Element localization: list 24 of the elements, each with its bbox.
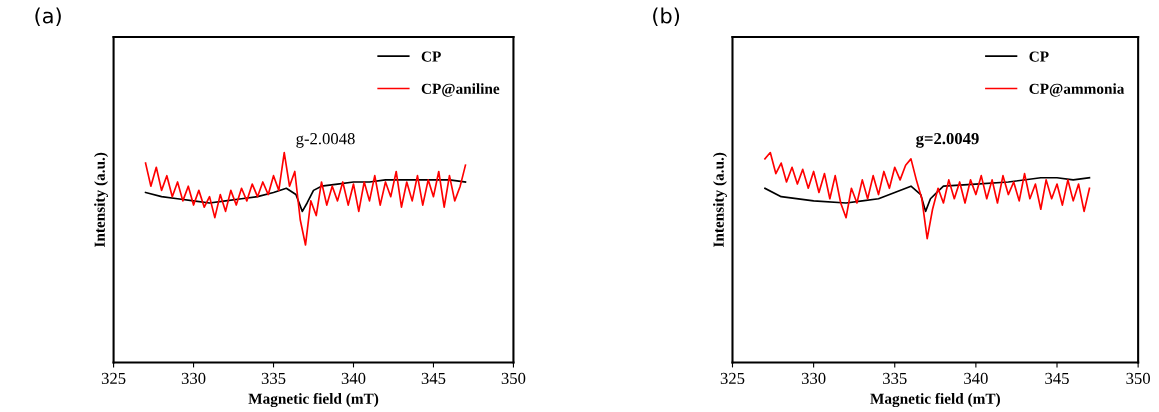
x-tick-label: 345 <box>421 372 446 385</box>
legend-label: CP <box>1029 51 1049 62</box>
x-tick-label: 335 <box>261 372 286 385</box>
text: (a) <box>35 7 61 27</box>
legend-label: CP@ammonia <box>1029 83 1125 97</box>
x-tick-label: 345 <box>1045 372 1069 385</box>
x-tick-label: 340 <box>341 372 366 385</box>
text: g-2.0048 <box>296 133 355 148</box>
x-tick-label: 325 <box>720 372 745 385</box>
y-axis-title: Intensity (a.u.) <box>94 152 109 248</box>
legend-label: CP@aniline <box>421 83 500 97</box>
x-tick-label: 325 <box>101 372 126 385</box>
y-axis-title: Intensity (a.u.) <box>713 152 727 248</box>
x-tick-label: 350 <box>1126 372 1150 385</box>
x-tick-label: 350 <box>501 372 526 385</box>
x-tick-label: 330 <box>801 372 826 385</box>
text: (b) <box>653 7 680 27</box>
x-tick-label: 335 <box>883 372 907 385</box>
x-axis-title: Magnetic field (mT) <box>248 392 379 408</box>
text: g=2.0049 <box>916 132 979 148</box>
x-tick-label: 330 <box>181 372 206 385</box>
x-axis-title: Magnetic field (mT) <box>870 392 1000 408</box>
legend-label: CP <box>421 51 441 62</box>
x-tick-label: 340 <box>964 372 988 385</box>
